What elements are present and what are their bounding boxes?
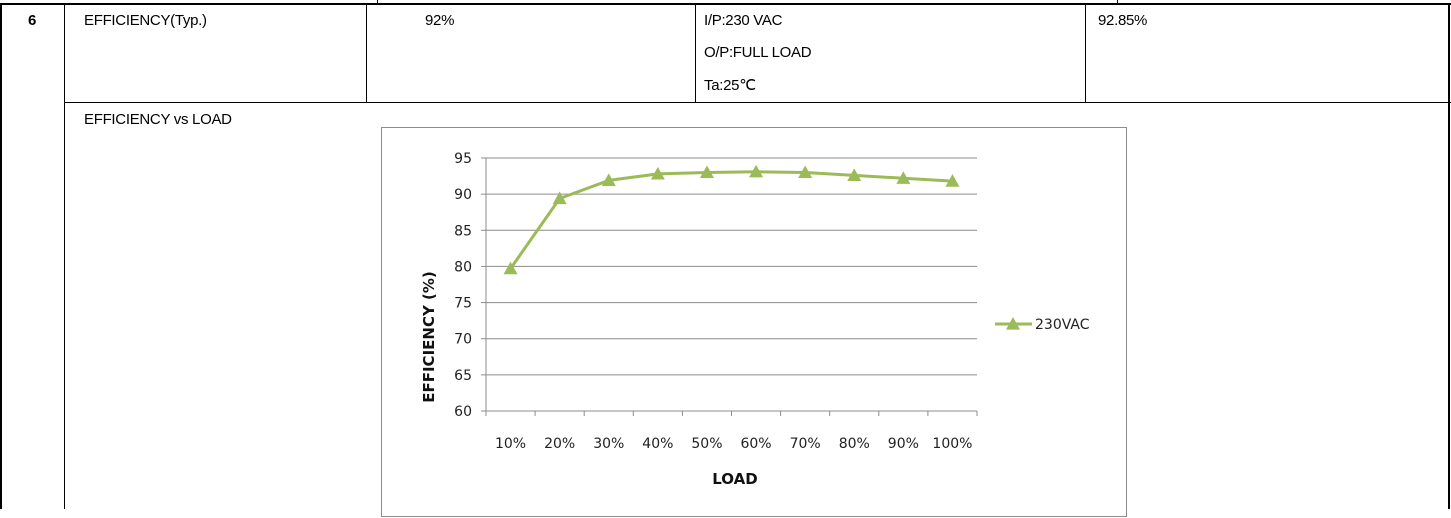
table-row-divider — [64, 102, 1451, 103]
column-divider-number — [64, 3, 65, 509]
x-tick-label: 50% — [691, 436, 722, 452]
data-point-marker — [552, 191, 567, 205]
x-tick-label: 30% — [593, 436, 624, 452]
legend-marker — [1006, 317, 1020, 330]
y-tick-label: 70 — [454, 332, 472, 348]
condition-input: I/P:230 VAC — [704, 12, 783, 29]
data-point-marker — [798, 165, 813, 179]
table-left-border — [0, 3, 2, 509]
graph-caption: EFFICIENCY vs LOAD — [84, 111, 232, 128]
data-point-marker — [503, 261, 518, 275]
efficiency-chart-svg: EFFICIENCY (%) LOAD 60 65 70 75 80 85 90 95 10% 2… — [420, 151, 1090, 488]
table-top-border — [0, 3, 1451, 5]
x-axis-title: LOAD — [712, 470, 757, 488]
column-divider-conditions — [1085, 3, 1086, 102]
result-value: 92.85% — [1098, 12, 1148, 29]
y-tick-label: 85 — [454, 223, 472, 239]
data-point-marker — [896, 171, 911, 184]
y-tick-label: 60 — [454, 404, 472, 420]
efficiency-chart: EFFICIENCY (%) LOAD 60 65 70 75 80 85 90 95 10% 2… — [381, 127, 1127, 517]
legend-label: 230VAC — [1035, 317, 1090, 333]
previous-row-divider-stub — [377, 0, 378, 3]
condition-output: O/P:FULL LOAD — [704, 44, 812, 61]
previous-row-divider-stub — [1117, 0, 1118, 3]
x-tick-label: 100% — [932, 436, 972, 452]
condition-ambient: Ta:25℃ — [704, 77, 756, 94]
x-tick-label: 90% — [888, 436, 919, 452]
column-divider-item — [366, 3, 367, 102]
data-point-marker — [650, 166, 665, 180]
data-point-marker — [601, 173, 616, 187]
column-divider-spec — [695, 3, 696, 102]
data-point-marker — [699, 165, 714, 179]
y-tick-label: 75 — [454, 296, 472, 312]
x-tick-label: 10% — [495, 436, 526, 452]
table-right-border — [1448, 3, 1450, 509]
y-axis-title: EFFICIENCY (%) — [420, 271, 438, 403]
y-tick-label: 95 — [454, 151, 472, 167]
y-tick-label: 90 — [454, 187, 472, 203]
data-point-marker — [945, 174, 960, 187]
data-point-marker — [847, 168, 862, 181]
series-line — [509, 170, 953, 270]
x-tick-label: 60% — [740, 436, 771, 452]
y-tick-label: 80 — [454, 259, 472, 275]
item-name: EFFICIENCY(Typ.) — [84, 12, 207, 29]
x-tick-label: 40% — [642, 436, 673, 452]
x-tick-label: 70% — [790, 436, 821, 452]
x-tick-label: 80% — [839, 436, 870, 452]
x-tick-label: 20% — [544, 436, 575, 452]
spec-value: 92% — [425, 12, 455, 29]
row-number: 6 — [28, 12, 37, 29]
data-point-marker — [749, 164, 764, 178]
y-tick-label: 65 — [454, 368, 472, 384]
